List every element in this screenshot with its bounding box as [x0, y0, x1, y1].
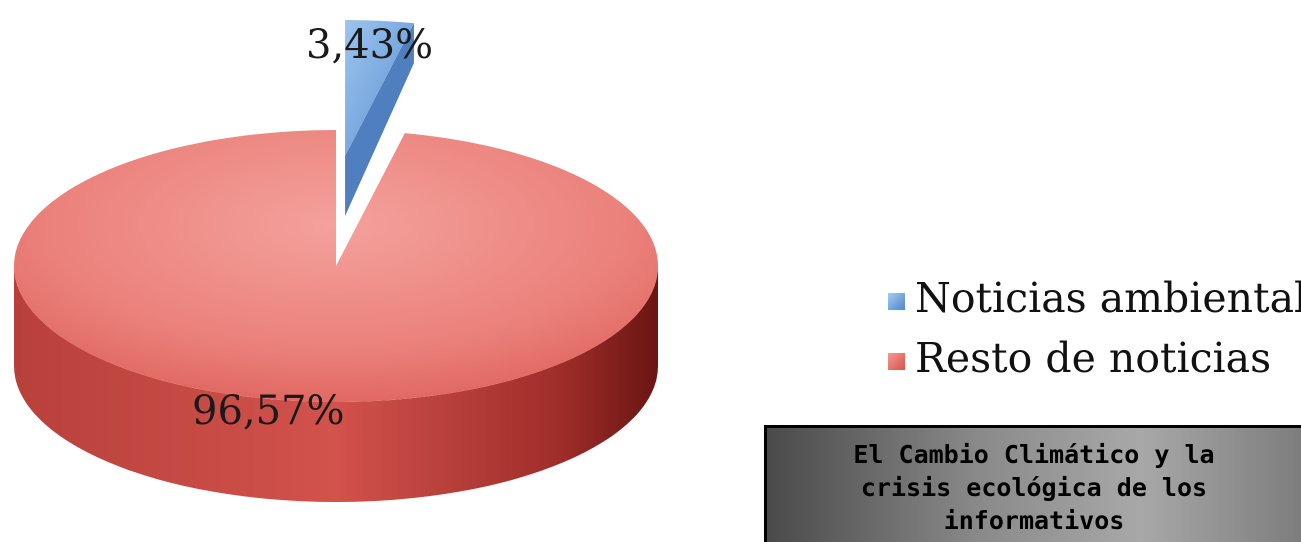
data-label-noticias-ambientales: 3,43% — [306, 22, 433, 68]
pie-slice-resto-de-noticias — [13, 130, 659, 402]
source-caption-line: El Cambio Climático y la — [853, 440, 1215, 469]
pie-chart: 3,43% 96,57% — [13, 20, 659, 502]
data-label-resto-de-noticias: 96,57% — [192, 388, 345, 434]
source-caption-line: informativos — [943, 506, 1125, 535]
pie-slice-resto-de-noticias-side — [14, 266, 658, 502]
legend-swatch-red — [888, 352, 905, 370]
pie-slice-noticias-ambientales-side — [345, 23, 414, 217]
legend-swatch-blue — [888, 292, 905, 310]
chart-legend: Noticias ambientales Resto de noticias — [888, 268, 1301, 388]
legend-label: Resto de noticias — [915, 334, 1272, 382]
pie-slice-noticias-ambientales — [345, 20, 414, 156]
legend-item-noticias-ambientales: Noticias ambientales — [888, 268, 1301, 328]
legend-item-resto-de-noticias: Resto de noticias — [888, 328, 1301, 388]
source-caption-line: crisis ecológica de los — [860, 473, 1208, 502]
legend-label: Noticias ambientales — [915, 274, 1301, 322]
source-caption-box: El Cambio Climático y la crisis ecológic… — [764, 425, 1301, 542]
